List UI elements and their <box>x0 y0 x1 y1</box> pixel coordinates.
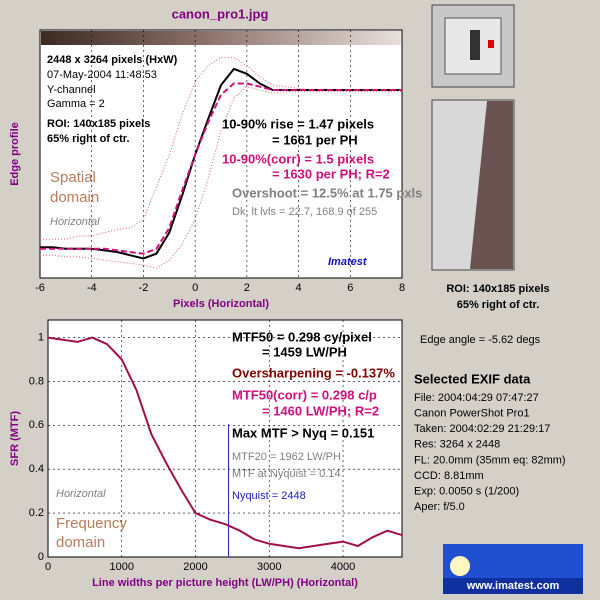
note: 65% right of ctr. <box>47 133 130 145</box>
note: Edge angle = -5.62 degs <box>420 334 541 346</box>
x-tick-label: -2 <box>139 282 149 294</box>
plot-area <box>47 319 403 558</box>
note: 10-90%(corr) = 1.5 pixels <box>222 151 374 166</box>
note: Overshoot = 12.5% at 1.75 pxls <box>232 185 422 200</box>
x-tick-label: 2 <box>244 282 250 294</box>
logo-text: www.imatest.com <box>466 580 560 592</box>
exif-line: Exp: 0.0050 s (1/200) <box>414 486 519 498</box>
exif-title: Selected EXIF data <box>414 371 531 386</box>
note: ROI: 140x185 pixels <box>47 118 150 130</box>
roi-dark <box>470 101 513 269</box>
y-axis-label: SFR (MTF) <box>9 411 21 466</box>
edge-strip <box>41 31 401 45</box>
exif-list: File: 2004:04:29 07:47:27 Canon PowerShot… <box>414 392 566 513</box>
x-tick-label: 4000 <box>331 561 355 573</box>
mtf-plot: 0 1000 2000 3000 4000 0 0.2 0.4 0.6 0.8 1 Line widt… <box>9 319 403 589</box>
note: Gamma = 2 <box>47 98 105 110</box>
annotations: 2448 x 3264 pixels (HxW) 07-May-2004 11:… <box>47 54 422 551</box>
note: Horizontal <box>50 216 100 228</box>
note: Horizontal <box>56 488 106 500</box>
x-tick-label: 2000 <box>183 561 207 573</box>
logo-sun <box>450 556 470 576</box>
data-line <box>40 86 402 269</box>
note: = 1661 per PH <box>272 132 358 147</box>
y-tick-label: 1 <box>38 331 44 343</box>
x-tick-label: 0 <box>45 561 51 573</box>
x-tick-label: 6 <box>347 282 353 294</box>
note: Oversharpening = -0.137% <box>232 365 395 380</box>
x-tick-label: -6 <box>35 282 45 294</box>
note: MTF20 = 1962 LW/PH <box>232 451 341 463</box>
exif-line: File: 2004:04:29 07:47:27 <box>414 392 539 404</box>
note: Spatial <box>50 169 96 186</box>
x-tick-label: 0 <box>192 282 198 294</box>
note: 10-90% rise = 1.47 pixels <box>222 116 374 131</box>
roi-marker <box>488 40 494 48</box>
note: ROI: 140x185 pixels <box>446 283 549 295</box>
note: 07-May-2004 11:48:53 <box>47 69 157 81</box>
note: domain <box>50 189 99 206</box>
y-tick-label: 0.4 <box>29 463 44 475</box>
note: 2448 x 3264 pixels (HxW) <box>47 54 178 66</box>
note: Frequency <box>56 515 127 532</box>
note: MTF at Nyquist = 0.14 <box>232 468 341 480</box>
x-tick-label: 1000 <box>110 561 134 573</box>
x-axis-label: Line widths per picture height (LW/PH) (… <box>92 577 358 589</box>
y-axis-label: Edge profile <box>9 122 21 186</box>
side-panel: ROI: 140x185 pixels 65% right of ctr. Ed… <box>414 4 583 594</box>
note: MTF50(corr) = 0.298 c/p <box>232 387 377 402</box>
x-tick-label: 4 <box>296 282 302 294</box>
title: canon_pro1.jpg <box>172 6 269 21</box>
data-line <box>40 82 402 255</box>
note: = 1460 LW/PH; R=2 <box>262 403 379 418</box>
exif-line: Aper: f/5.0 <box>414 501 465 513</box>
note: Y-channel <box>47 84 96 96</box>
plot-area <box>39 29 403 279</box>
note: = 1630 per PH; R=2 <box>272 166 390 181</box>
exif-line: Canon PowerShot Pro1 <box>414 408 530 420</box>
note: Max MTF > Nyq = 0.151 <box>232 425 374 440</box>
target-detail <box>470 30 480 60</box>
y-tick-label: 0.2 <box>29 507 44 519</box>
edge-plot: -6 -4 -2 0 2 4 6 8 Pixels (Horizontal) Edge profi… <box>9 29 405 310</box>
x-tick-label: -4 <box>87 282 97 294</box>
note: = 1459 LW/PH <box>262 344 347 359</box>
y-tick-label: 0.8 <box>29 375 44 387</box>
y-tick-label: 0.6 <box>29 419 44 431</box>
x-axis-label: Pixels (Horizontal) <box>173 298 269 310</box>
x-tick-label: 3000 <box>257 561 281 573</box>
y-tick-label: 0 <box>38 551 44 563</box>
note: 65% right of ctr. <box>457 299 540 311</box>
note: domain <box>56 534 105 551</box>
x-tick-label: 8 <box>399 282 405 294</box>
data-line <box>47 336 403 550</box>
brand: Imatest <box>328 256 368 268</box>
note: MTF50 = 0.298 cy/pixel <box>232 329 372 344</box>
note: Nyquist = 2448 <box>232 490 306 502</box>
exif-line: Taken: 2004:02:29 21:29:17 <box>414 423 550 435</box>
exif-line: CCD: 8.81mm <box>414 470 484 482</box>
exif-line: FL: 20.0mm (35mm eq: 82mm) <box>414 454 566 466</box>
exif-line: Res: 3264 x 2448 <box>414 439 500 451</box>
note: Dk, lt lvls = 22.7, 168.9 of 255 <box>232 206 377 218</box>
